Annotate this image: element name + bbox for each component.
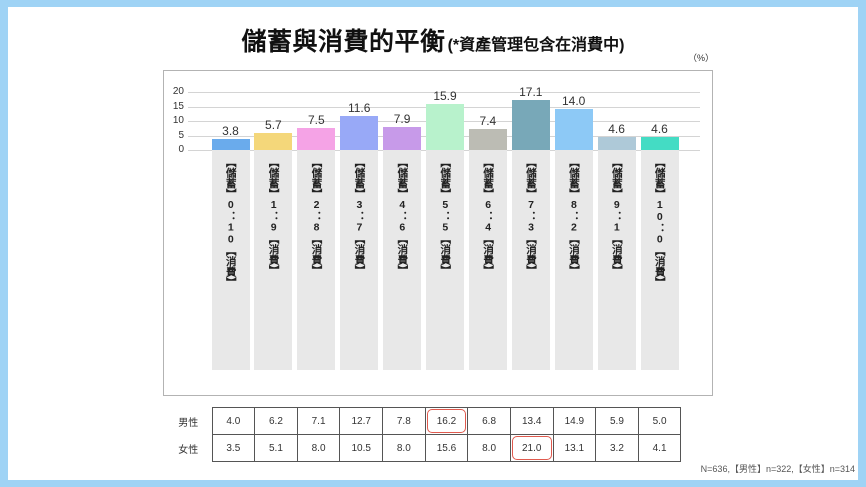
- table-cell: 5.1: [254, 434, 298, 462]
- highlight-box: [511, 436, 552, 460]
- category-label: 【儲蓄】10：0【消費】: [653, 157, 666, 288]
- title-block: 儲蓄與消費的平衡 (*資產管理包含在消費中): [0, 24, 866, 64]
- category-column: 【儲蓄】0：10【消費】: [211, 150, 250, 370]
- bar-7: [468, 128, 507, 150]
- category-column: 【儲蓄】3：7【消費】: [340, 150, 379, 370]
- row-label: 男性: [178, 417, 199, 429]
- bar-value-label: 11.6: [347, 101, 371, 116]
- bar-2: [254, 133, 293, 150]
- bar-5: [383, 127, 422, 150]
- bar-value-label: 7.5: [307, 113, 325, 128]
- sample-size-footnote: N=636,【男性】n=322,【女性】n=314: [700, 464, 855, 474]
- gridline: [188, 92, 700, 93]
- table-cell: 12.7: [339, 407, 383, 435]
- category-label: 【儲蓄】2：8【消費】: [310, 157, 323, 276]
- table-row: 女性 3.5 5.1 8.0 10.5 8.0 15.6 8.0 21.0 13.1 3.2 4.1: [165, 434, 682, 462]
- table-cell: 21.0: [509, 434, 554, 462]
- category-label: 【儲蓄】4：6【消費】: [396, 157, 409, 276]
- row-label: 女性: [178, 444, 199, 456]
- bar-value-label: 14.0: [562, 94, 586, 109]
- category-label: 【儲蓄】3：7【消費】: [353, 157, 366, 276]
- category-column: 【儲蓄】7：3【消費】: [511, 150, 550, 370]
- data-table: 男性 4.0 6.2 7.1 12.7 7.8 16.2 6.8 13.4 14.9 5.9 5.0 女…: [165, 407, 682, 462]
- category-column: 【儲蓄】2：8【消費】: [297, 150, 336, 370]
- table-cell: 3.5: [211, 434, 256, 462]
- category-label: 【儲蓄】1：9【消費】: [267, 157, 280, 276]
- table-cell: 7.1: [296, 407, 341, 435]
- table-cell: 13.4: [509, 407, 554, 435]
- page-subtitle: (*資產管理包含在消費中): [447, 37, 625, 54]
- table-cell: 8.0: [382, 434, 426, 462]
- category-column: 【儲蓄】8：2【消費】: [554, 150, 593, 370]
- y-tick-label: 10: [172, 115, 184, 126]
- bar-value-label: 7.4: [479, 113, 497, 128]
- bar-10: [597, 136, 636, 150]
- category-label: 【儲蓄】5：5【消費】: [439, 157, 452, 276]
- category-column: 【儲蓄】5：5【消費】: [426, 150, 464, 370]
- bar-6: [426, 103, 464, 150]
- y-tick-label: 15: [172, 100, 184, 112]
- y-tick-label: 5: [178, 129, 184, 141]
- bar-value-label: 7.9: [393, 112, 411, 127]
- bar-11: [640, 136, 679, 150]
- bar-4: [340, 116, 379, 150]
- table-cell: 6.8: [467, 407, 511, 435]
- table-cell: 8.0: [467, 434, 511, 462]
- bar-1: [211, 138, 250, 150]
- y-tick-label: 20: [172, 86, 184, 97]
- table-cell: 15.6: [424, 434, 469, 462]
- table-cell: 7.8: [382, 407, 426, 435]
- bar-3: [297, 128, 336, 150]
- bar-value-label: 4.6: [608, 121, 625, 136]
- table-cell: 16.2: [424, 407, 469, 435]
- table-cell: 3.2: [595, 434, 639, 462]
- table-cell: 4.1: [637, 434, 682, 462]
- bar-9: [554, 109, 593, 150]
- category-column: 【儲蓄】9：1【消費】: [597, 150, 636, 370]
- bar-value-label: 5.7: [265, 118, 282, 133]
- category-label: 【儲蓄】7：3【消費】: [525, 157, 538, 276]
- table-cell: 13.1: [552, 434, 597, 462]
- category-label: 【儲蓄】0：10【消費】: [224, 157, 237, 288]
- category-label: 【儲蓄】8：2【消費】: [567, 157, 580, 276]
- category-column: 【儲蓄】10：0【消費】: [640, 150, 679, 370]
- bar-chart: 20 15 10 5 0 【儲蓄】0：10【消費】 3.8 【儲蓄】1：9【消費】 5.7 【儲蓄…: [163, 70, 713, 396]
- category-label: 【儲蓄】9：1【消費】: [610, 157, 623, 276]
- y-tick-label: 0: [178, 144, 184, 155]
- table-cell: 5.0: [637, 407, 682, 435]
- unit-label: （%）: [688, 53, 715, 63]
- bar-value-label: 15.9: [433, 88, 457, 103]
- bar-8: [511, 100, 550, 150]
- table-row: 男性 4.0 6.2 7.1 12.7 7.8 16.2 6.8 13.4 14.9 5.9 5.0: [165, 407, 682, 435]
- page-title: 儲蓄與消費的平衡: [241, 28, 446, 56]
- table-cell: 6.2: [254, 407, 298, 435]
- bar-value-label: 3.8: [222, 123, 239, 138]
- category-column: 【儲蓄】1：9【消費】: [254, 150, 293, 370]
- table-cell: 4.0: [211, 407, 256, 435]
- table-cell: 8.0: [296, 434, 341, 462]
- category-column: 【儲蓄】6：4【消費】: [468, 150, 507, 370]
- category-column: 【儲蓄】4：6【消費】: [383, 150, 422, 370]
- bar-value-label: 17.1: [519, 85, 543, 100]
- table-cell: 5.9: [595, 407, 639, 435]
- category-label: 【儲蓄】6：4【消費】: [482, 157, 495, 276]
- highlight-box: [426, 409, 467, 433]
- table-cell: 10.5: [339, 434, 383, 462]
- table-cell: 14.9: [552, 407, 597, 435]
- bar-value-label: 4.6: [651, 121, 668, 136]
